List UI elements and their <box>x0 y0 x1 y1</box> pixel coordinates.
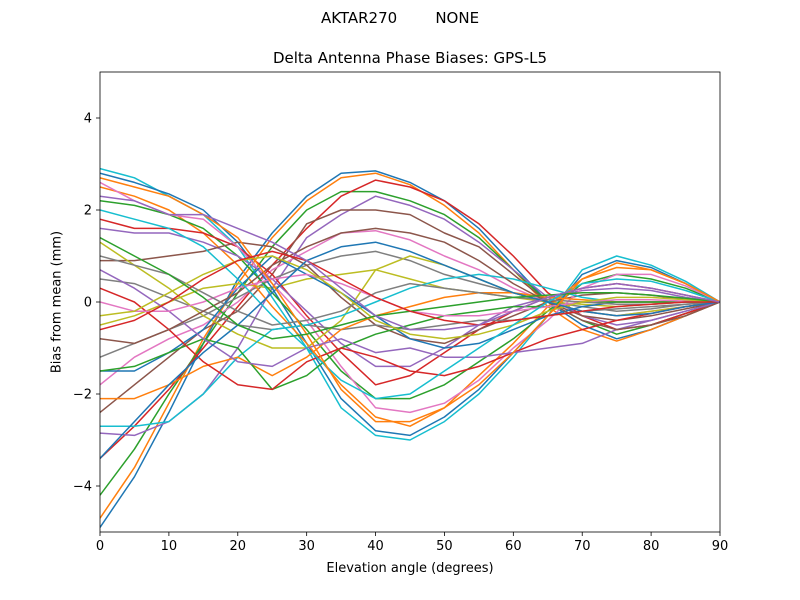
y-tick-label: −4 <box>73 480 92 495</box>
x-tick-label: 80 <box>643 539 660 554</box>
x-tick-label: 60 <box>505 539 522 554</box>
x-tick-label: 20 <box>230 539 247 554</box>
series-line-s31 <box>100 241 720 459</box>
series-line-s34 <box>100 250 720 331</box>
x-tick-label: 0 <box>96 539 104 554</box>
chart-title: Delta Antenna Phase Biases: GPS-L5 <box>272 49 548 67</box>
series-line-s28 <box>100 255 720 326</box>
series-line-s11 <box>100 172 720 437</box>
axes: 0 10 20 30 40 50 60 70 80 90 −4 −2 0 2 4 <box>73 71 729 554</box>
series-line-s15 <box>100 227 720 368</box>
series-line-s3 <box>100 190 720 496</box>
series-line-s21 <box>100 255 720 372</box>
series-line-s24 <box>100 287 720 391</box>
x-tick-label: 30 <box>298 539 315 554</box>
series-lines <box>100 167 720 528</box>
x-axis-label: Elevation angle (degrees) <box>326 561 494 576</box>
series-line-s35 <box>100 195 720 331</box>
figure-suptitle: AKTAR270 NONE <box>320 9 480 27</box>
x-tick-label: 90 <box>712 539 729 554</box>
y-tick-label: 2 <box>84 204 92 219</box>
x-tick-label: 50 <box>436 539 453 554</box>
series-line-s17 <box>100 181 720 414</box>
y-tick-label: −2 <box>73 388 92 403</box>
x-tick-label: 40 <box>367 539 384 554</box>
y-tick-label: 4 <box>84 112 92 127</box>
x-tick-label: 70 <box>574 539 591 554</box>
series-line-s26 <box>100 227 720 345</box>
series-line-s30 <box>100 209 720 400</box>
y-tick-label: 0 <box>84 296 92 311</box>
x-tick-label: 10 <box>161 539 178 554</box>
series-line-s29 <box>100 255 720 340</box>
